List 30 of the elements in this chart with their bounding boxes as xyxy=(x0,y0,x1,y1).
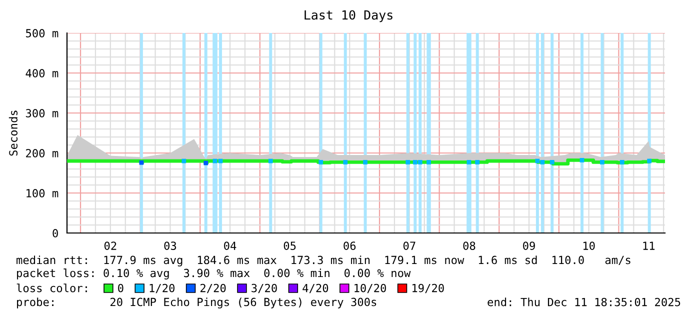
legend-label: 0 xyxy=(118,284,124,292)
text: probe: 20 ICMP Echo Pings (56 Bytes) every 300s xyxy=(17,298,376,308)
x-tick-label: 09 xyxy=(523,242,535,250)
x-tick-label: 03 xyxy=(164,242,176,250)
x-tick-label: 06 xyxy=(344,242,356,250)
chart-title: Last 10 Days xyxy=(304,10,392,22)
y-tick-label: 100 m xyxy=(26,189,58,198)
x-tick-label: 07 xyxy=(403,242,416,250)
legend-label: 1/20 xyxy=(150,284,175,294)
x-tick-label: 02 xyxy=(104,242,116,250)
legend-label: 10/20 xyxy=(354,284,386,294)
legend-title: loss color: xyxy=(16,284,87,292)
y-tick-label: 0 xyxy=(52,229,58,238)
y-tick-label: 200 m xyxy=(26,149,58,158)
x-tick-label: 11 xyxy=(643,242,655,250)
y-tick-label: 400 m xyxy=(26,69,58,78)
x-tick-label: 08 xyxy=(463,242,476,250)
text: end: Thu Dec 11 18:35:01 2025 xyxy=(488,298,680,306)
legend-label: 3/20 xyxy=(252,284,277,294)
text: median rtt: 177.9 ms avg 184.6 ms max 173.3 ms min 179.1 ms now 1.6 ms sd 110.0 am/s xyxy=(16,256,630,266)
x-tick-label: 04 xyxy=(224,242,236,250)
y-axis-title: Seconds xyxy=(8,110,18,156)
y-tick-label: 500 m xyxy=(26,29,58,38)
legend-label: 2/20 xyxy=(200,284,226,294)
legend-label: 19/20 xyxy=(412,284,444,294)
legend-label: 4/20 xyxy=(302,284,328,294)
y-tick-label: 300 m xyxy=(26,109,58,118)
x-tick-label: 05 xyxy=(284,242,296,250)
x-tick-label: 10 xyxy=(583,242,595,250)
text: packet loss: 0.10 % avg 3.90 % max 0.00 % min 0.00 % now xyxy=(17,268,411,280)
